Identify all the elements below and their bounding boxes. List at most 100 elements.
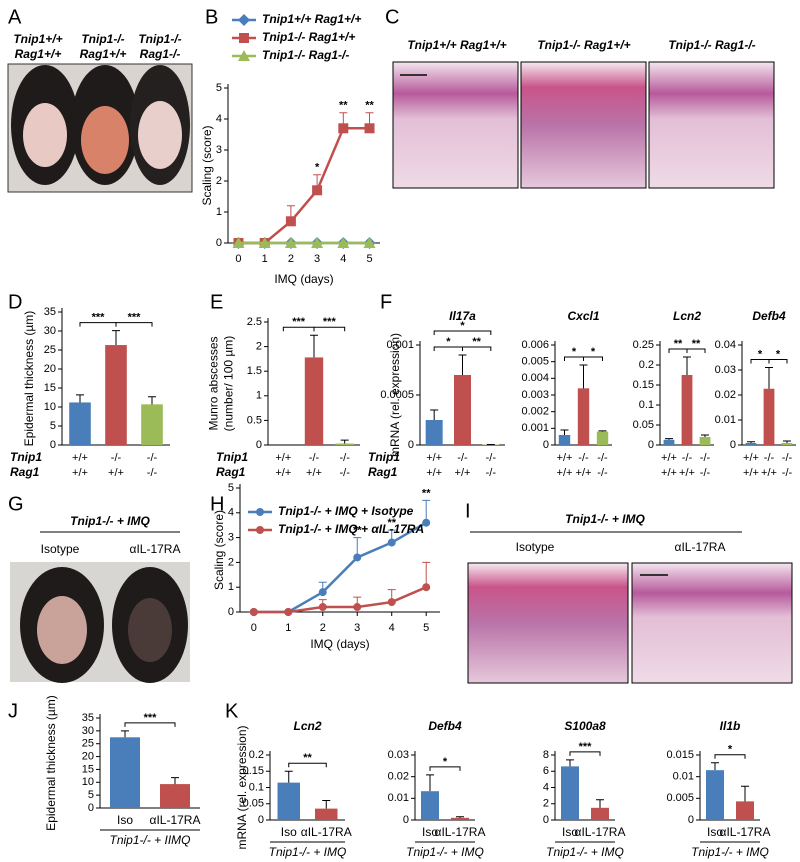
- y-tick-label: 2: [543, 798, 549, 810]
- marker: [422, 518, 431, 527]
- y-tick-label: 10: [44, 401, 56, 413]
- significance: **: [303, 752, 312, 764]
- row-cell: -/-: [578, 452, 589, 464]
- error-bar: [340, 439, 349, 444]
- chart-title: Il1b: [720, 719, 741, 733]
- y-tick-label: 0.01: [673, 771, 694, 783]
- bracket: [714, 754, 746, 759]
- x-tick-label: αIL-17RA: [435, 825, 486, 839]
- significance: **: [472, 336, 481, 348]
- error-bar: [430, 409, 439, 420]
- marker: [337, 237, 350, 248]
- bar: [699, 437, 711, 445]
- row-cell: +/+: [108, 467, 124, 479]
- row-cell: -/-: [147, 467, 158, 479]
- y-tick-label: 0.03: [715, 364, 736, 376]
- panel-letter: B: [205, 6, 218, 28]
- photo-label: αIL-17RA: [130, 542, 181, 556]
- y-tick-label: 30: [44, 325, 56, 337]
- photo-label: Tnip1-/- Rag1-/-: [668, 38, 755, 52]
- y-tick-label: 2: [216, 175, 222, 187]
- series-line: [238, 127, 370, 245]
- panel-letter: H: [210, 493, 224, 515]
- y-tick-label: 15: [44, 382, 56, 394]
- x-axis-label: IMQ (days): [310, 637, 369, 651]
- photo-label: Tnip1+/+ Rag1+/+: [407, 38, 506, 52]
- axis: [227, 84, 380, 244]
- bar: [141, 404, 163, 445]
- error-bar: [741, 785, 749, 802]
- y-tick-label: 0: [688, 814, 694, 826]
- legend-label: Tnip1-/- + IMQ + Isotype: [278, 504, 414, 518]
- bar: [558, 435, 571, 445]
- bar: [706, 770, 724, 820]
- error-bar: [765, 367, 773, 389]
- bar: [451, 817, 469, 820]
- y-tick-label: 0: [543, 439, 549, 451]
- significance: **: [365, 100, 374, 112]
- significance: ***: [144, 712, 158, 724]
- chart-title: Lcn2: [293, 719, 321, 733]
- row-cell: -/-: [782, 467, 793, 479]
- row-cell: +/+: [455, 467, 471, 479]
- bracket: [583, 356, 603, 361]
- x-tick-label: αIL-17RA: [150, 813, 201, 827]
- y-tick-label: 0.03: [388, 749, 409, 761]
- panel-letter: A: [8, 6, 22, 28]
- row-cell: +/+: [275, 452, 291, 464]
- error-bar: [701, 434, 709, 437]
- bar: [454, 375, 471, 445]
- bar: [596, 431, 609, 445]
- y-tick-label: 0.001: [521, 422, 549, 434]
- bracket: [686, 348, 706, 353]
- row-cell: -/-: [700, 467, 711, 479]
- photo-title: Tnip1-/- + IMQ: [70, 514, 150, 528]
- x-tick-label: Iso: [422, 825, 438, 839]
- row-cell: +/+: [661, 452, 677, 464]
- significance: **: [422, 487, 431, 499]
- significance: ***: [92, 312, 106, 324]
- row-cell: +/+: [743, 467, 759, 479]
- error-bar: [665, 438, 673, 440]
- error-bar: [310, 334, 318, 358]
- y-tick-label: 35: [44, 306, 56, 318]
- error-bar: [711, 762, 719, 771]
- error-bar: [322, 800, 331, 809]
- y-tick-label: 0: [228, 606, 234, 618]
- photo: [10, 562, 190, 683]
- row-label: Rag1: [10, 465, 40, 479]
- y-tick-label: 20: [82, 750, 94, 762]
- panel-letter: K: [225, 700, 239, 722]
- y-tick-label: 0: [730, 439, 736, 451]
- bar: [745, 443, 757, 445]
- y-tick-label: 0.1: [639, 399, 654, 411]
- bar: [736, 801, 754, 820]
- row-cell: -/-: [457, 452, 468, 464]
- y-tick-label: 25: [44, 344, 56, 356]
- x-tick-label: 1: [262, 253, 268, 265]
- bracket: [569, 751, 601, 756]
- y-tick-label: 0.05: [633, 419, 654, 431]
- panel-letter: J: [8, 700, 18, 722]
- y-tick-label: 2: [228, 556, 234, 568]
- bracket: [768, 359, 788, 364]
- y-tick-label: 0.05: [243, 798, 264, 810]
- bracket: [462, 346, 492, 351]
- y-tick-label: 0.1: [249, 781, 264, 793]
- marker: [238, 14, 250, 26]
- y-tick-label: 0.01: [715, 414, 736, 426]
- y-axis-label: Munro abscesses: [207, 336, 221, 430]
- panel-letter: F: [380, 291, 392, 313]
- marker: [311, 237, 324, 248]
- chart-title: Il17a: [449, 309, 476, 323]
- error-bar: [747, 441, 755, 443]
- x-tick-label: Iso: [707, 825, 723, 839]
- significance: ***: [292, 316, 306, 328]
- marker: [318, 603, 327, 612]
- y-tick-label: 0: [256, 439, 262, 451]
- panel-letter: I: [465, 500, 471, 522]
- y-tick-label: 0.02: [715, 389, 736, 401]
- y-tick-label: 0.005: [521, 356, 549, 368]
- row-cell: -/-: [597, 467, 608, 479]
- histology: [467, 562, 793, 684]
